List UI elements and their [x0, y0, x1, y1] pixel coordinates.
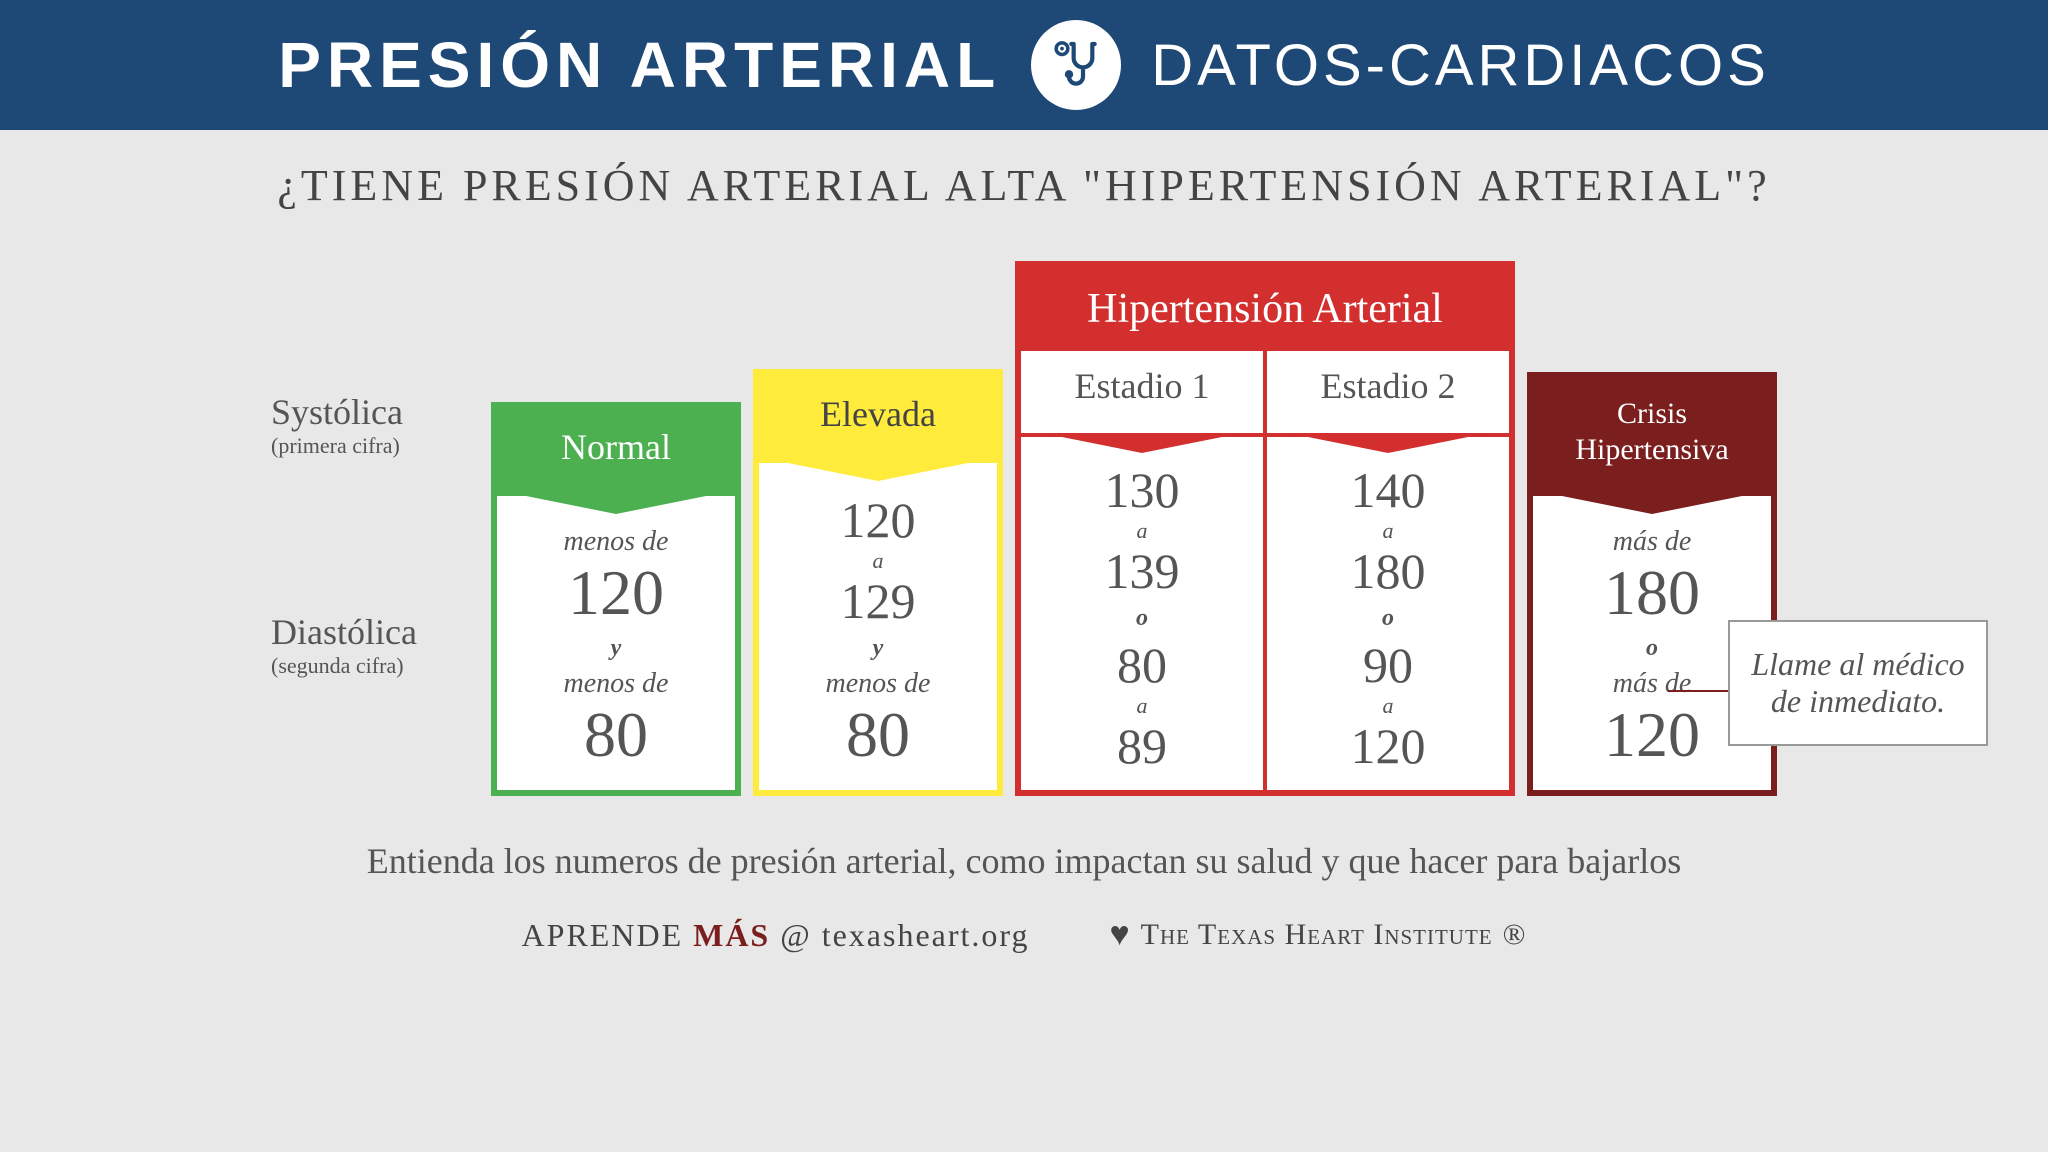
- normal-dia-prefix: menos de: [507, 668, 725, 700]
- card-normal: Normal menos de 120 y menos de 80: [491, 402, 741, 796]
- bp-chart: Systólica (primera cifra) Diastólica (se…: [50, 261, 1998, 796]
- subtitle-text: Entienda los numeros de presión arterial…: [50, 836, 1998, 886]
- elevada-sys-high: 129: [769, 574, 987, 629]
- stage1-dia-high: 89: [1031, 719, 1253, 774]
- normal-sys-prefix: menos de: [507, 526, 725, 558]
- stethoscope-icon: [1031, 20, 1121, 110]
- stage2-dia-low: 90: [1277, 638, 1499, 693]
- registered-mark: ®: [1503, 918, 1527, 952]
- header-title-right: DATOS-CARDIACOS: [1151, 32, 1770, 99]
- crisis-sys-prefix: más de: [1543, 526, 1761, 558]
- footer-mas-text: MÁS: [693, 917, 770, 953]
- row-labels: Systólica (primera cifra) Diastólica (se…: [271, 261, 491, 689]
- stage2-label: Estadio 2: [1267, 351, 1509, 437]
- card-normal-header: Normal: [497, 408, 735, 496]
- stage1-connector: o: [1031, 605, 1253, 632]
- card-crisis-header: Crisis Hipertensiva: [1533, 378, 1771, 496]
- systolic-label: Systólica: [271, 391, 471, 433]
- card-hypertension-group: Hipertensión Arterial Estadio 1 130 a 13…: [1015, 261, 1515, 796]
- elevada-dia-value: 80: [769, 700, 987, 770]
- stage2-dia-high: 120: [1277, 719, 1499, 774]
- card-elevada: Elevada 120 a 129 y menos de 80: [753, 369, 1003, 796]
- crisis-sys-value: 180: [1543, 558, 1761, 628]
- elevada-dia-prefix: menos de: [769, 668, 987, 700]
- institute-name: The Texas Heart Institute: [1141, 918, 1493, 952]
- stage1-sys-a: a: [1031, 518, 1253, 544]
- normal-dia-value: 80: [507, 700, 725, 770]
- stage1-dia-a: a: [1031, 693, 1253, 719]
- stage2-sys-low: 140: [1277, 463, 1499, 518]
- stage1-label: Estadio 1: [1021, 351, 1263, 437]
- hypertension-title: Hipertensión Arterial: [1021, 267, 1509, 351]
- stage2-dia-a: a: [1277, 693, 1499, 719]
- footer-institute: ♥ The Texas Heart Institute ®: [1109, 916, 1526, 954]
- footer-learn-more: APRENDE MÁS @ texasheart.org: [522, 917, 1030, 954]
- normal-connector: y: [507, 635, 725, 662]
- question-heading: ¿TIENE PRESIÓN ARTERIAL ALTA "HIPERTENSI…: [50, 160, 1998, 211]
- systolic-sublabel: (primera cifra): [271, 433, 471, 459]
- card-elevada-header: Elevada: [759, 375, 997, 463]
- cards-row: Normal menos de 120 y menos de 80 Elevad…: [491, 261, 1777, 796]
- footer-url: @ texasheart.org: [780, 917, 1029, 953]
- header-title-left: PRESIÓN ARTERIAL: [278, 28, 1001, 102]
- diastolic-label: Diastólica: [271, 611, 471, 653]
- heart-icon: ♥: [1109, 916, 1130, 954]
- stage2-connector: o: [1277, 605, 1499, 632]
- stage1-column: Estadio 1 130 a 139 o 80 a 89: [1021, 351, 1267, 790]
- diastolic-sublabel: (segunda cifra): [271, 653, 471, 679]
- callout-box: Llame al médico de inmediato.: [1728, 620, 1988, 746]
- elevada-sys-a: a: [769, 548, 987, 574]
- callout-connector-line: [1668, 690, 1728, 692]
- footer-learn-text: APRENDE: [522, 917, 684, 953]
- stage2-sys-high: 180: [1277, 544, 1499, 599]
- stage1-dia-low: 80: [1031, 638, 1253, 693]
- content-area: ¿TIENE PRESIÓN ARTERIAL ALTA "HIPERTENSI…: [0, 130, 2048, 974]
- elevada-sys-low: 120: [769, 493, 987, 548]
- stage2-sys-a: a: [1277, 518, 1499, 544]
- stage2-column: Estadio 2 140 a 180 o 90 a 120: [1267, 351, 1509, 790]
- stage1-sys-low: 130: [1031, 463, 1253, 518]
- normal-sys-value: 120: [507, 558, 725, 628]
- elevada-connector: y: [769, 635, 987, 662]
- footer: APRENDE MÁS @ texasheart.org ♥ The Texas…: [50, 916, 1998, 954]
- stage1-sys-high: 139: [1031, 544, 1253, 599]
- header-bar: PRESIÓN ARTERIAL DATOS-CARDIACOS: [0, 0, 2048, 130]
